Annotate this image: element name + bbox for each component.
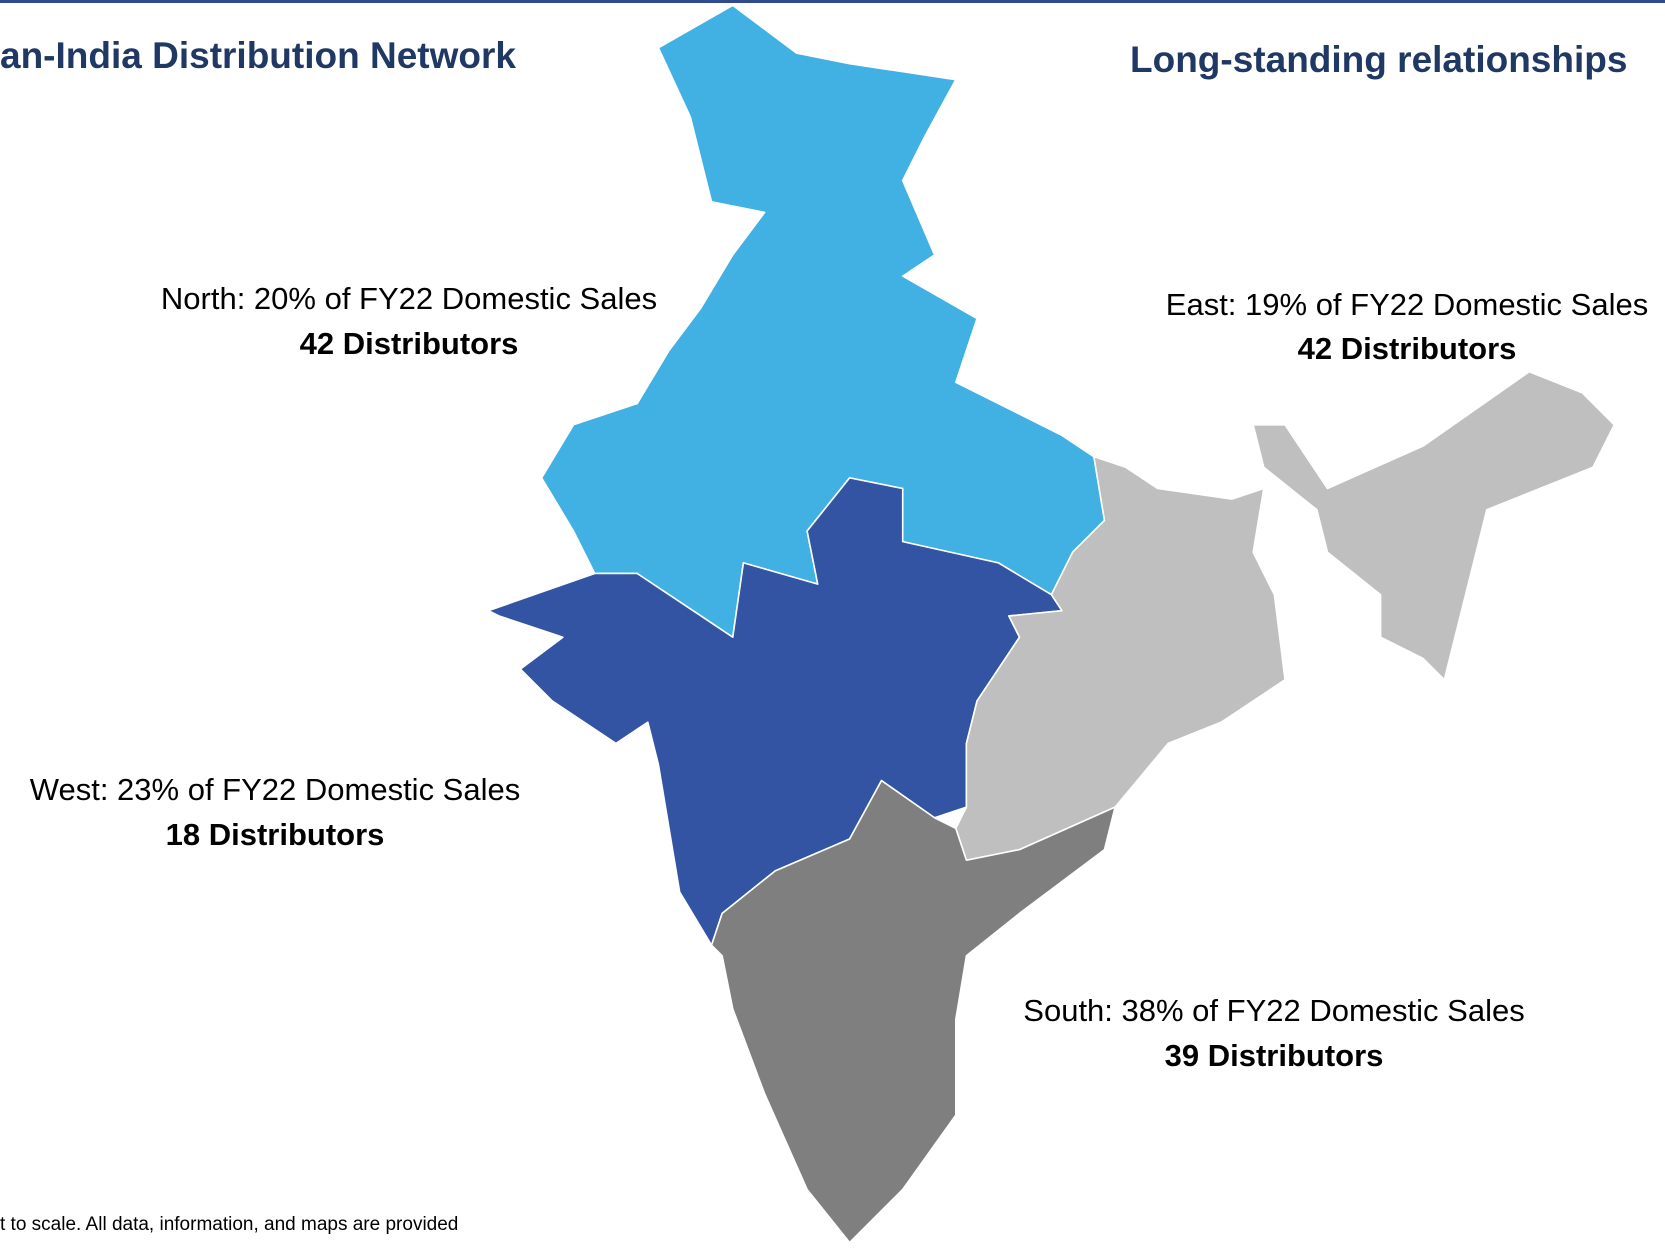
region-label: South: 38% of FY22 Domestic Sales [1023, 993, 1524, 1028]
region-distributors: 42 Distributors [300, 326, 519, 361]
footnote: t to scale. All data, information, and m… [0, 1214, 458, 1235]
region-distributors: 42 Distributors [1298, 331, 1517, 366]
top-rule [0, 0, 1665, 3]
region-label: East: 19% of FY22 Domestic Sales [1166, 287, 1648, 322]
northeast-region [1252, 370, 1616, 681]
india-map [487, 4, 1616, 1244]
region-label: North: 20% of FY22 Domestic Sales [161, 281, 657, 316]
region-label: West: 23% of FY22 Domestic Sales [30, 772, 520, 807]
right-title: Long-standing relationships [1130, 39, 1627, 80]
left-title: an-India Distribution Network [0, 35, 516, 76]
south-region [710, 779, 1116, 1244]
region-distributors: 39 Distributors [1165, 1038, 1384, 1073]
region-distributors: 18 Distributors [166, 817, 385, 852]
